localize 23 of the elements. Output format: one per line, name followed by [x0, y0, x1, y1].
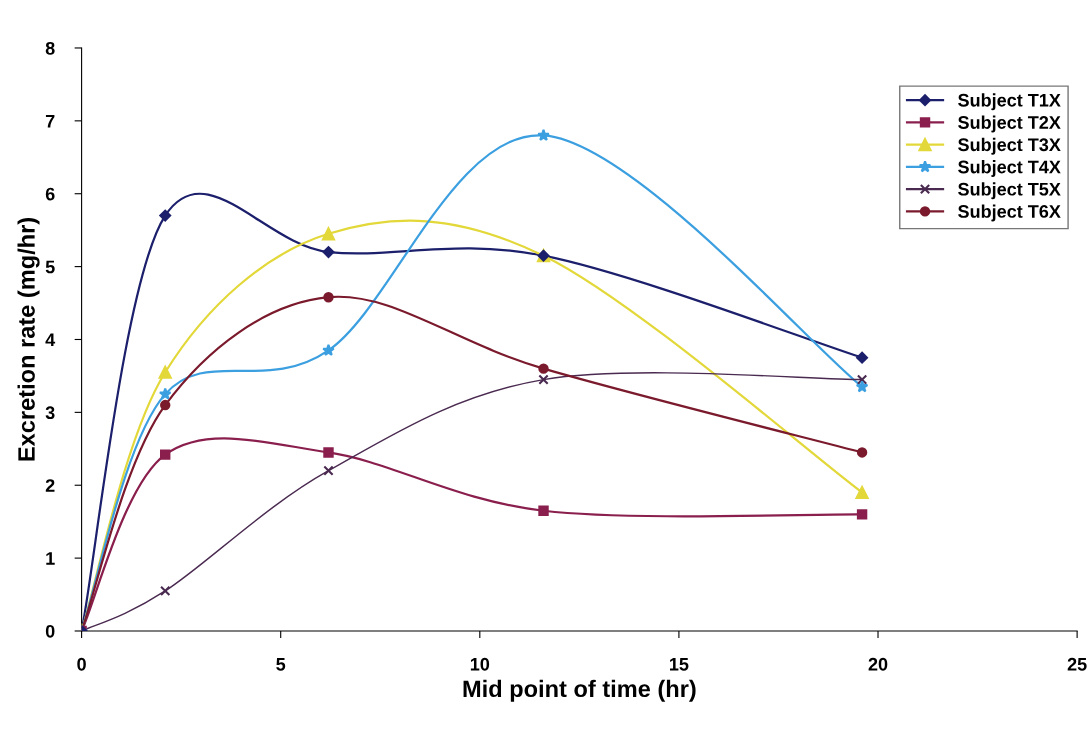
legend-label: Subject T6X: [958, 204, 1061, 222]
y-tick-label: 8: [45, 41, 55, 55]
y-axis-title: Excretion rate (mg/hr): [17, 217, 40, 461]
y-tick-label: 0: [45, 624, 55, 638]
x-tick-label: 15: [670, 658, 689, 671]
legend-label: Subject T5X: [958, 182, 1061, 200]
y-tick-label: 1: [46, 552, 55, 565]
legend-label: Subject T3X: [958, 137, 1061, 155]
legend-label: Subject T4X: [958, 160, 1061, 177]
y-tick-label: 4: [45, 333, 56, 347]
legend-label: Subject T1X: [958, 93, 1061, 111]
x-tick-label: 25: [1067, 657, 1087, 671]
x-tick-label: 10: [470, 657, 490, 671]
x-tick-label: 20: [868, 657, 888, 671]
y-tick-label: 5: [45, 260, 55, 274]
y-tick-label: 6: [45, 187, 55, 201]
y-tick-label: 3: [45, 406, 55, 420]
y-tick-label: 2: [45, 479, 55, 492]
y-tick-label: 7: [45, 114, 55, 128]
x-axis-title: Mid point of time (hr): [463, 679, 696, 702]
x-tick-label: 5: [276, 658, 286, 671]
x-tick-label: 0: [77, 657, 86, 671]
legend-label: Subject T2X: [958, 115, 1061, 133]
